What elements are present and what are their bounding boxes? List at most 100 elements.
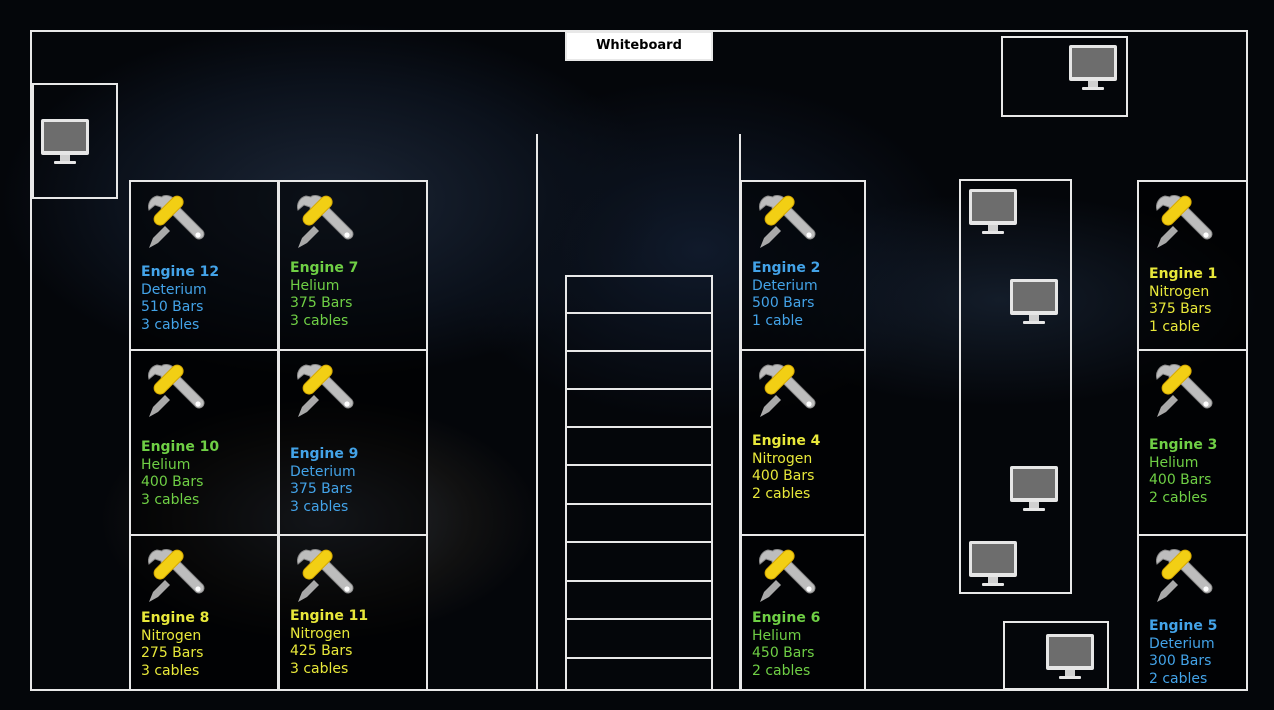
engine-info: Engine 9 Deterium 375 Bars 3 cables [290, 446, 358, 516]
engine-cables: 3 cables [290, 660, 349, 677]
engine-name: Engine 10 [141, 439, 220, 455]
wrench-screwdriver-icon [1151, 544, 1215, 608]
engine-pressure: 300 Bars [1149, 653, 1212, 669]
monitor-icon[interactable] [968, 188, 1018, 236]
engine-cables: 3 cables [141, 662, 200, 679]
engine-cell[interactable]: Engine 2 Deterium 500 Bars 1 cable [740, 180, 866, 351]
engine-name: Engine 6 [752, 610, 821, 626]
ladder[interactable] [565, 275, 713, 691]
engine-cell[interactable]: Engine 5 Deterium 300 Bars 2 cables [1137, 534, 1248, 691]
engine-gas: Nitrogen [752, 450, 813, 467]
engine-pressure: 400 Bars [1149, 472, 1212, 488]
engine-info: Engine 10 Helium 400 Bars 3 cables [141, 439, 219, 509]
engine-cell[interactable]: Engine 12 Deterium 510 Bars 3 cables [129, 180, 279, 351]
wrench-screwdriver-icon [754, 544, 818, 608]
engine-cell[interactable]: Engine 11 Nitrogen 425 Bars 3 cables [278, 534, 428, 691]
wrench-screwdriver-icon [292, 190, 356, 254]
engine-pressure: 500 Bars [752, 295, 815, 311]
computer-station [959, 179, 1072, 594]
monitor-icon[interactable] [40, 118, 90, 166]
engine-cables: 1 cable [752, 312, 804, 329]
wrench-screwdriver-icon [143, 544, 207, 608]
engine-name: Engine 7 [290, 260, 359, 276]
engine-info: Engine 3 Helium 400 Bars 2 cables [1149, 437, 1217, 507]
engine-info: Engine 12 Deterium 510 Bars 3 cables [141, 264, 219, 334]
engine-cell[interactable]: Engine 3 Helium 400 Bars 2 cables [1137, 349, 1248, 536]
engine-cables: 3 cables [290, 498, 349, 515]
engine-cables: 2 cables [752, 662, 811, 679]
monitor-icon[interactable] [1068, 44, 1118, 92]
engine-pressure: 400 Bars [752, 468, 815, 484]
monitor-icon[interactable] [1009, 465, 1059, 513]
engine-info: Engine 7 Helium 375 Bars 3 cables [290, 260, 358, 330]
engine-cell[interactable]: Engine 6 Helium 450 Bars 2 cables [740, 534, 866, 691]
engine-cables: 3 cables [290, 312, 349, 329]
engine-cables: 2 cables [752, 485, 811, 502]
engine-name: Engine 11 [290, 608, 369, 624]
engine-gas: Deterium [1149, 635, 1215, 652]
engine-gas: Deterium [752, 277, 818, 294]
ladder-rung [565, 388, 713, 390]
engine-pressure: 425 Bars [290, 643, 353, 659]
engine-pressure: 375 Bars [1149, 301, 1212, 317]
engine-name: Engine 1 [1149, 266, 1218, 282]
computer-station [1001, 36, 1128, 117]
engine-cell[interactable]: Engine 8 Nitrogen 275 Bars 3 cables [129, 534, 279, 691]
engine-cables: 2 cables [1149, 489, 1208, 506]
engine-cables: 3 cables [141, 316, 200, 333]
engine-name: Engine 12 [141, 264, 220, 280]
engine-name: Engine 2 [752, 260, 821, 276]
ladder-rung [565, 618, 713, 620]
ladder-rung [565, 503, 713, 505]
engine-cell[interactable]: Engine 9 Deterium 375 Bars 3 cables [278, 349, 428, 536]
ladder-rung [565, 312, 713, 314]
engine-gas: Deterium [141, 281, 207, 298]
engine-pressure: 375 Bars [290, 481, 353, 497]
wrench-screwdriver-icon [143, 359, 207, 423]
engine-info: Engine 11 Nitrogen 425 Bars 3 cables [290, 608, 368, 678]
wrench-screwdriver-icon [754, 190, 818, 254]
engine-name: Engine 3 [1149, 437, 1218, 453]
monitor-icon[interactable] [968, 540, 1018, 588]
engine-gas: Helium [290, 277, 340, 294]
ladder-rung [565, 464, 713, 466]
engine-info: Engine 6 Helium 450 Bars 2 cables [752, 610, 820, 680]
engine-info: Engine 1 Nitrogen 375 Bars 1 cable [1149, 266, 1217, 336]
computer-station [1003, 621, 1109, 690]
engine-cell[interactable]: Engine 1 Nitrogen 375 Bars 1 cable [1137, 180, 1248, 351]
engine-name: Engine 4 [752, 433, 821, 449]
engine-gas: Helium [752, 627, 802, 644]
ladder-rung [565, 350, 713, 352]
engine-cables: 2 cables [1149, 670, 1208, 687]
computer-station [32, 83, 118, 199]
wrench-screwdriver-icon [1151, 359, 1215, 423]
wrench-screwdriver-icon [143, 190, 207, 254]
engine-name: Engine 8 [141, 610, 210, 626]
engine-info: Engine 2 Deterium 500 Bars 1 cable [752, 260, 820, 330]
wrench-screwdriver-icon [1151, 190, 1215, 254]
engine-cables: 3 cables [141, 491, 200, 508]
engine-cell[interactable]: Engine 4 Nitrogen 400 Bars 2 cables [740, 349, 866, 536]
ladder-rung [565, 657, 713, 659]
engine-gas: Helium [1149, 454, 1199, 471]
wrench-screwdriver-icon [292, 359, 356, 423]
engine-info: Engine 8 Nitrogen 275 Bars 3 cables [141, 610, 209, 680]
engine-pressure: 400 Bars [141, 474, 204, 490]
engine-info: Engine 4 Nitrogen 400 Bars 2 cables [752, 433, 820, 503]
ladder-rung [565, 580, 713, 582]
engine-gas: Deterium [290, 463, 356, 480]
monitor-icon[interactable] [1009, 278, 1059, 326]
monitor-icon[interactable] [1045, 633, 1095, 681]
engine-gas: Nitrogen [141, 627, 202, 644]
engine-name: Engine 9 [290, 446, 359, 462]
engine-pressure: 375 Bars [290, 295, 353, 311]
engine-name: Engine 5 [1149, 618, 1218, 634]
engine-pressure: 450 Bars [752, 645, 815, 661]
engine-info: Engine 5 Deterium 300 Bars 2 cables [1149, 618, 1217, 688]
ladder-rung [565, 541, 713, 543]
engine-cell[interactable]: Engine 7 Helium 375 Bars 3 cables [278, 180, 428, 351]
whiteboard[interactable]: Whiteboard [565, 31, 713, 61]
engine-cell[interactable]: Engine 10 Helium 400 Bars 3 cables [129, 349, 279, 536]
engine-gas: Helium [141, 456, 191, 473]
wrench-screwdriver-icon [292, 544, 356, 608]
